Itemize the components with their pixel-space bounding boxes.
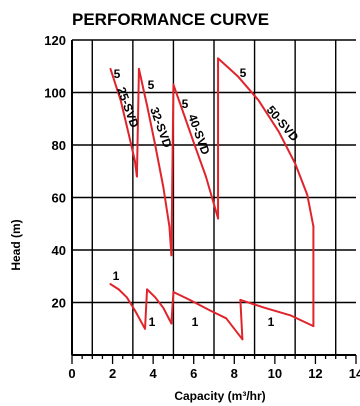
curve-annotation: 40-SVD <box>185 112 213 157</box>
y-tick-label: 100 <box>44 86 66 101</box>
x-tick-label: 4 <box>150 366 158 381</box>
x-tick-label: 0 <box>68 366 75 381</box>
curve-40-svd-stage-5 <box>172 83 220 220</box>
x-tick-label: 12 <box>308 366 322 381</box>
curve-connector <box>144 288 149 330</box>
curve-annotation: 1 <box>268 315 275 329</box>
x-tick-label: 6 <box>190 366 197 381</box>
chart-title: PERFORMANCE CURVE <box>72 10 269 29</box>
y-tick-label: 120 <box>44 33 66 48</box>
curve-annotation: 5 <box>114 67 121 81</box>
x-tick-label: 2 <box>109 366 116 381</box>
axes <box>71 40 357 364</box>
y-tick-label: 40 <box>52 243 66 258</box>
x-axis-label: Capacity (m³/hr) <box>174 389 265 403</box>
curves <box>109 57 315 341</box>
curve-annotation: 1 <box>192 315 199 329</box>
curve-25-svd-stage-5 <box>109 67 138 178</box>
x-tick-label: 14 <box>349 366 360 381</box>
curve-annotation: 5 <box>148 78 155 92</box>
curve-connector <box>170 83 175 257</box>
y-tick-label: 20 <box>52 296 66 311</box>
tick-labels: 0 2 4 6 8 10 12 14 20 40 60 80 100 120 <box>44 33 360 381</box>
x-tick-label: 10 <box>268 366 282 381</box>
curve-annotation: 1 <box>149 315 156 329</box>
x-tick-label: 8 <box>231 366 238 381</box>
curve-50-svd-stage-1 <box>239 298 315 328</box>
curve-connector <box>135 67 140 178</box>
curve-32-svd-stage-5 <box>137 67 173 257</box>
curve-40-svd-stage-1 <box>172 291 244 341</box>
curve-32-svd-stage-1 <box>146 288 173 325</box>
curve-connector <box>170 291 175 325</box>
curve-annotation: 5 <box>240 66 247 80</box>
curve-annotation: 5 <box>182 97 189 111</box>
curve-50-svd-stage-5 <box>217 57 315 228</box>
curve-annotation: 1 <box>113 269 120 283</box>
y-tick-label: 60 <box>52 191 66 206</box>
curve-connector <box>239 298 244 341</box>
y-tick-label: 80 <box>52 138 66 153</box>
curve-25-svd-stage-1 <box>109 283 146 330</box>
y-axis-label: Head (m) <box>9 219 23 270</box>
